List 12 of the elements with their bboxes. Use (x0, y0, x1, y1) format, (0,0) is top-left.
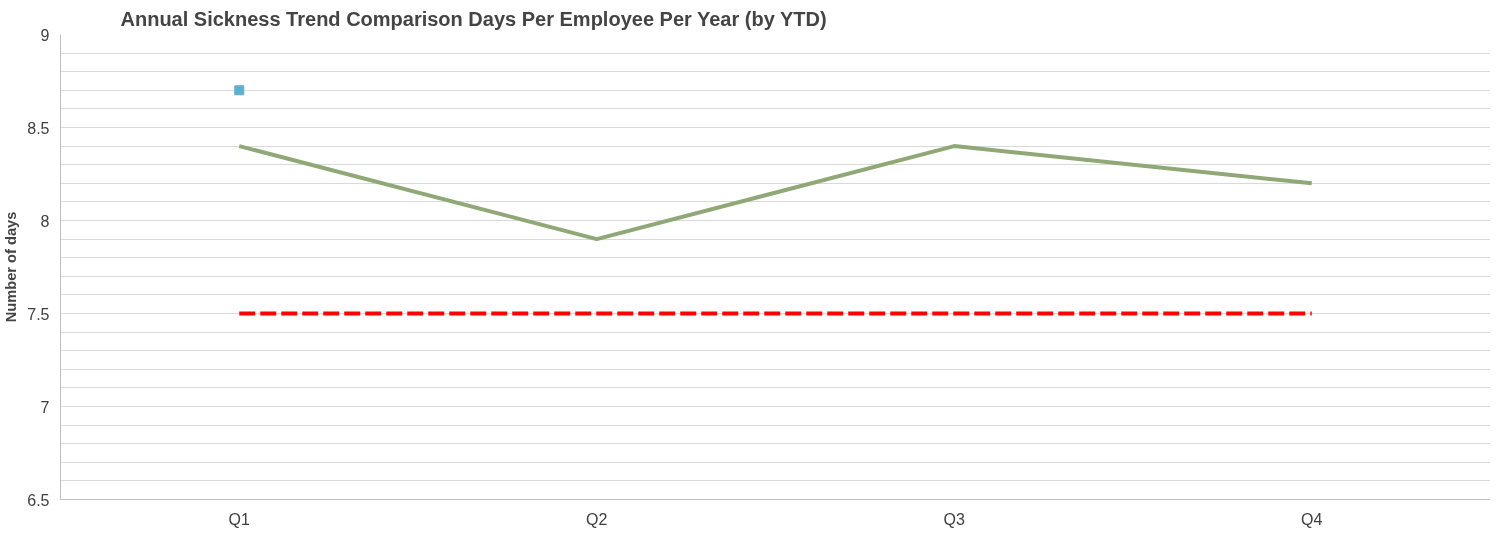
y-tick-label: 7 (40, 398, 50, 416)
x-tick-label: Q2 (586, 510, 608, 528)
y-tick-label: 8.5 (27, 119, 50, 137)
y-tick-label: 9 (40, 26, 50, 44)
y-axis-title: Number of days (3, 211, 20, 323)
y-tick-label: 7.5 (27, 305, 50, 323)
x-tick-label: Q3 (943, 510, 966, 528)
y-tick-label: 6.5 (27, 491, 50, 509)
x-tick-label: Q4 (1301, 510, 1323, 528)
chart-title: Annual Sickness Trend Comparison Days Per Employee Per Year (by YTD) (120, 7, 827, 30)
x-tick-label: Q1 (228, 510, 251, 528)
y-tick-label: 8 (40, 212, 50, 230)
